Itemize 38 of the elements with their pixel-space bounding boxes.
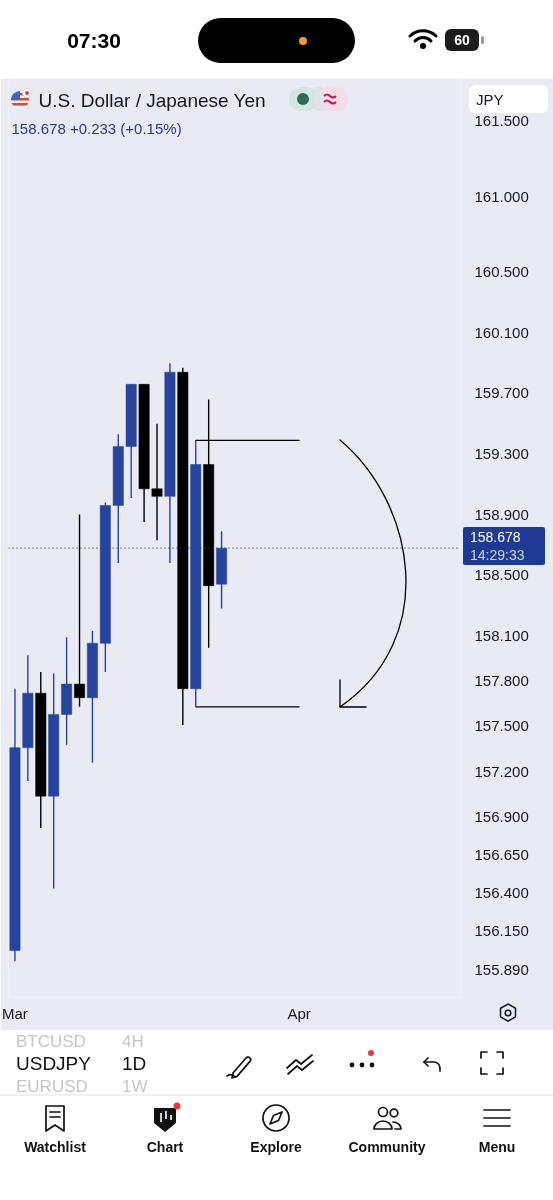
y-tick-label: 157.500 <box>474 717 529 735</box>
text: Menu <box>478 1139 516 1155</box>
text: Watchlist <box>24 1139 86 1155</box>
text: 07:30 <box>67 28 121 52</box>
y-tick-label: 161.000 <box>474 187 529 205</box>
y-tick-label: 161.500 <box>474 111 529 129</box>
y-tick-label: 158.900 <box>474 505 529 523</box>
y-tick-label: 156.650 <box>474 846 529 864</box>
text: 158.678 +0.233 (+0.15%) <box>11 120 182 137</box>
text: U.S. Dollar / Japanese Yen <box>38 90 266 111</box>
y-tick-label: 156.150 <box>474 921 529 939</box>
y-tick-label: 156.400 <box>474 884 529 902</box>
text: 1D <box>122 1052 147 1074</box>
y-tick-label: 157.800 <box>474 672 529 690</box>
y-tick-label: 159.700 <box>474 384 529 402</box>
text: BTCUSD <box>16 1031 86 1051</box>
text: 14:29:33 <box>470 547 525 563</box>
y-tick-label: 155.890 <box>474 961 529 979</box>
text: USDJPY <box>16 1052 91 1074</box>
text: 60 <box>454 32 470 48</box>
text: EURUSD <box>16 1076 88 1096</box>
ref-line-label: 158.678 <box>470 529 521 545</box>
candlestick <box>74 513 85 708</box>
x-tick-label: Mar <box>2 1004 28 1022</box>
y-tick-label: 160.100 <box>474 323 529 341</box>
y-tick-label: 156.900 <box>474 808 529 826</box>
y-tick-label: 158.500 <box>474 566 529 584</box>
x-tick-label: Apr <box>287 1004 311 1022</box>
text: Community <box>348 1139 426 1155</box>
text: 4H <box>122 1031 144 1051</box>
y-tick-label: 158.100 <box>474 626 529 644</box>
text: Explore <box>250 1139 302 1155</box>
text: JPY <box>476 90 504 108</box>
y-tick-label: 157.200 <box>474 762 529 780</box>
text: 1W <box>122 1076 148 1096</box>
y-tick-label: 160.500 <box>474 263 529 281</box>
text: Chart <box>146 1139 184 1155</box>
y-tick-label: 159.300 <box>474 444 529 462</box>
